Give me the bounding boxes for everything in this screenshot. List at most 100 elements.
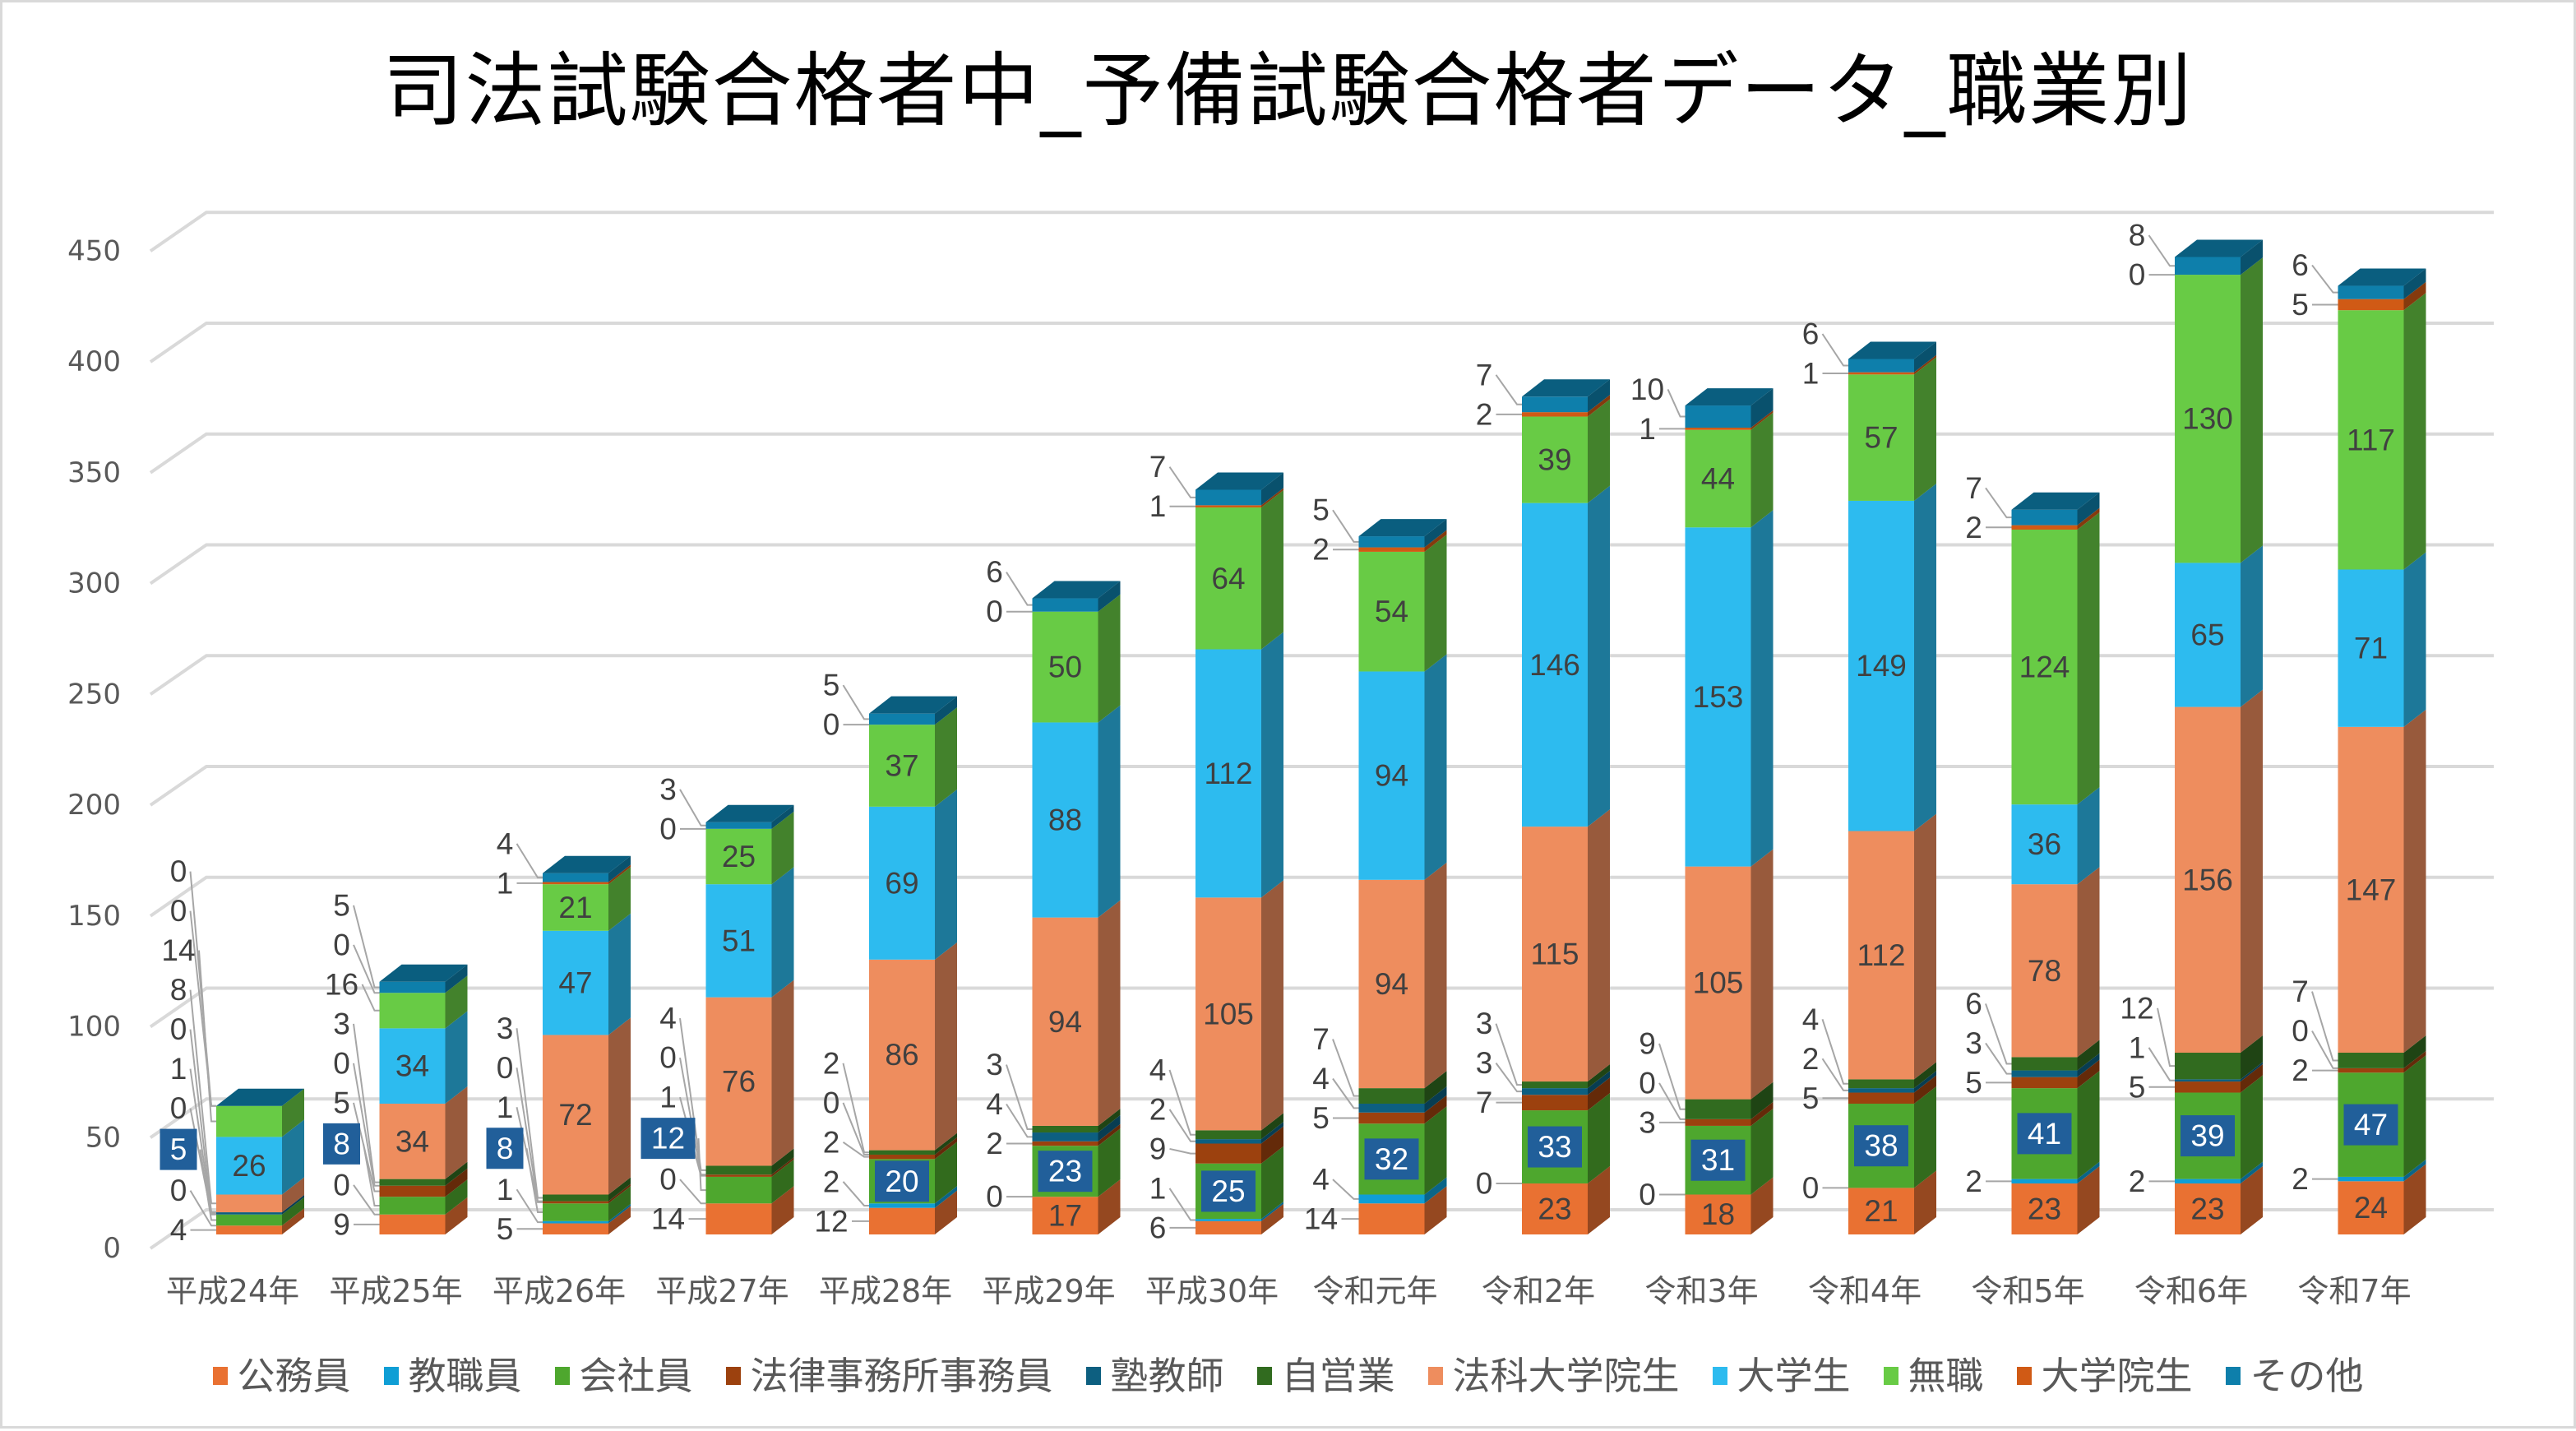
data-label: 88 xyxy=(1048,803,1082,837)
x-tick-label: 令和2年 xyxy=(1482,1273,1595,1309)
data-label: 3 xyxy=(333,1007,350,1040)
y-tick-label: 350 xyxy=(67,456,121,489)
bar-segment-side xyxy=(2077,1040,2100,1071)
label-leader-line xyxy=(1821,333,1848,367)
y-tick-label: 200 xyxy=(67,789,121,822)
data-label: 0 xyxy=(986,1180,1003,1214)
data-label: 14 xyxy=(161,933,195,967)
bar-segment-side xyxy=(2403,1159,2426,1182)
bar-segment xyxy=(1848,1188,1914,1234)
data-label: 2 xyxy=(986,1127,1003,1160)
data-label: 105 xyxy=(1203,997,1254,1030)
bar-segment xyxy=(2011,1077,2078,1089)
bar-segment xyxy=(2175,1183,2241,1234)
x-tick-label: 平成27年 xyxy=(655,1273,789,1309)
gridline xyxy=(149,432,2494,475)
bar-segment-side xyxy=(771,1157,794,1177)
bar-segment-side xyxy=(1098,581,1121,612)
label-leader-line xyxy=(353,905,380,989)
data-label: 130 xyxy=(2182,402,2233,436)
label-leader-line xyxy=(1332,1077,1359,1109)
bar-top-face xyxy=(379,964,468,982)
label-leader-line xyxy=(842,684,869,720)
data-label: 0 xyxy=(659,1041,677,1075)
bar-segment xyxy=(1196,649,1261,898)
data-label: 39 xyxy=(2190,1119,2224,1153)
bar-segment-side xyxy=(2241,257,2263,563)
bar-top-face xyxy=(705,804,794,822)
x-tick-label: 令和3年 xyxy=(1644,1273,1758,1309)
bar-segment-side xyxy=(445,1161,468,1186)
bar-segment xyxy=(1358,1112,1425,1124)
data-label: 50 xyxy=(1048,651,1082,684)
bar-segment xyxy=(705,1203,772,1234)
data-label: 23 xyxy=(1048,1155,1082,1188)
bar-segment-side xyxy=(445,1168,468,1197)
data-label: 6 xyxy=(986,555,1003,589)
bar-segment xyxy=(1358,547,1425,552)
bar-segment xyxy=(869,1154,935,1160)
bar-segment-side xyxy=(445,975,468,1029)
bar-stack xyxy=(1685,388,1774,1234)
chart-title: 司法試験合格者中_予備試験合格者データ_職業別 xyxy=(382,44,2194,138)
label-leader-line xyxy=(361,984,380,1012)
bar-segment xyxy=(1685,1118,1751,1126)
bar-segment xyxy=(705,884,772,998)
data-label: 8 xyxy=(2129,219,2146,252)
bar-segment-side xyxy=(2077,1166,2100,1234)
bar-segment-side xyxy=(445,1179,468,1215)
bar-segment xyxy=(1358,1194,1425,1204)
data-label: 0 xyxy=(1476,1167,1493,1201)
bar-segment xyxy=(2338,1181,2404,1234)
data-label: 2 xyxy=(1802,1042,1820,1076)
data-label: 32 xyxy=(1375,1142,1408,1176)
bar-segment-side xyxy=(1098,594,1121,723)
bar-segment xyxy=(705,997,772,1166)
data-labels: 4050108261400908503343416055181037247211… xyxy=(160,219,2398,1247)
bar-segment xyxy=(705,1176,772,1204)
bar-stack xyxy=(2011,492,2100,1234)
data-label: 0 xyxy=(333,1046,350,1080)
bar-segment-side xyxy=(1914,813,1936,1080)
bar-segment-side xyxy=(1098,1108,1121,1133)
label-leader-line xyxy=(1332,509,1359,543)
data-label: 5 xyxy=(170,1132,187,1166)
bar-segment-side xyxy=(771,811,794,885)
bar-segment-side xyxy=(1750,388,1774,428)
label-leader-line xyxy=(189,1108,216,1216)
data-label: 86 xyxy=(885,1038,918,1072)
bar-segment xyxy=(2175,257,2241,276)
data-label: 16 xyxy=(325,967,358,1001)
bar-segment xyxy=(1196,1139,1261,1144)
bar-segment xyxy=(869,1207,935,1234)
bar-segment xyxy=(1848,1079,1914,1089)
bar-segment-side xyxy=(1914,354,1936,375)
data-label: 0 xyxy=(170,1012,187,1046)
bar-segment xyxy=(1848,359,1914,373)
legend-item-teacher: 教職員 xyxy=(383,1350,522,1402)
data-label: 34 xyxy=(395,1124,429,1158)
bar-segment-side xyxy=(1588,485,1610,827)
legend-item-self-employed: 自営業 xyxy=(1256,1350,1395,1402)
data-label: 24 xyxy=(2354,1191,2388,1225)
bar-segment xyxy=(1358,1103,1425,1113)
bar-segment xyxy=(1196,489,1261,506)
bar-segment xyxy=(2338,1067,2404,1073)
y-tick-label: 0 xyxy=(103,1232,121,1265)
data-label: 2 xyxy=(2292,1162,2309,1196)
gridline xyxy=(149,654,2494,696)
bar-top-face xyxy=(1358,519,1447,537)
bar-segment xyxy=(1685,1099,1751,1119)
bar-segment-side xyxy=(1261,1126,1283,1164)
bar-segment xyxy=(1522,412,1588,417)
bar-segment-side xyxy=(2077,867,2100,1058)
bar-segment xyxy=(1685,428,1751,430)
bar-segment xyxy=(379,1214,446,1234)
data-label-box xyxy=(486,1128,524,1169)
bar-segment-side xyxy=(2077,1053,2100,1077)
label-leader-line xyxy=(2311,991,2338,1062)
bar-stack xyxy=(705,804,794,1234)
data-label: 39 xyxy=(1538,443,1571,477)
bar-segment-side xyxy=(608,913,631,1035)
